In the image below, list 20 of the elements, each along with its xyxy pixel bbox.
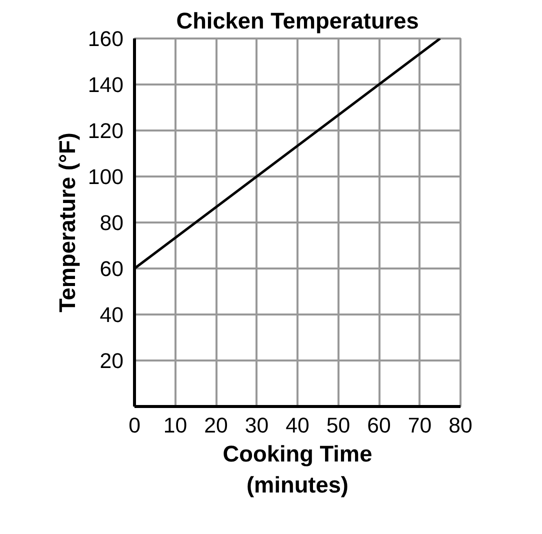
chart-title: Chicken Temperatures [176, 8, 419, 34]
y-tick-label: 40 [100, 303, 124, 327]
x-tick-label: 70 [408, 414, 432, 438]
y-tick-label: 100 [88, 165, 124, 189]
x-tick-label: 40 [286, 414, 310, 438]
y-tick-label: 120 [88, 119, 124, 143]
x-tick-label: 30 [244, 414, 269, 438]
y-axis-title: Temperature (°F) [54, 132, 80, 312]
y-tick-label: 20 [100, 349, 124, 373]
y-tick-label: 140 [88, 73, 124, 97]
y-tick-label: 60 [100, 257, 124, 281]
x-tick-label: 80 [448, 414, 472, 438]
x-tick-label: 0 [128, 414, 141, 438]
y-tick-label: 80 [100, 211, 124, 235]
x-tick-label: 60 [367, 414, 391, 438]
x-tick-label: 10 [163, 414, 188, 438]
y-tick-label: 160 [88, 27, 124, 51]
x-axis-title: Cooking Time (minutes) [222, 440, 372, 498]
x-tick-label: 20 [204, 414, 228, 438]
x-tick-label: 50 [326, 414, 350, 438]
